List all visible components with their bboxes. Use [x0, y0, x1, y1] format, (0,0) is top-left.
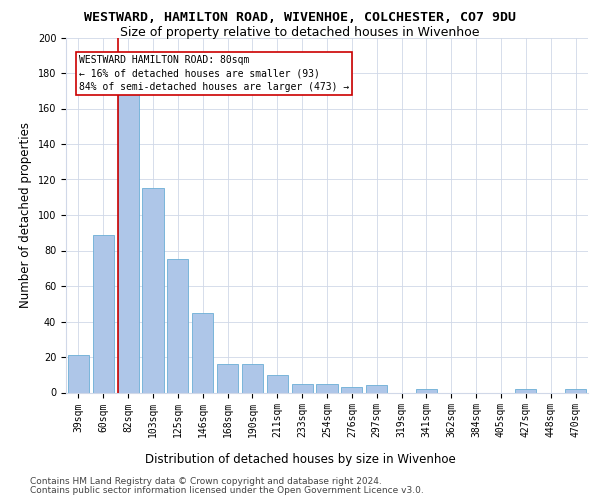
Bar	[366, 386, 387, 392]
Bar	[217, 364, 238, 392]
Bar	[416, 389, 437, 392]
Bar	[515, 389, 536, 392]
Text: WESTWARD, HAMILTON ROAD, WIVENHOE, COLCHESTER, CO7 9DU: WESTWARD, HAMILTON ROAD, WIVENHOE, COLCH…	[84, 11, 516, 24]
Bar	[341, 387, 362, 392]
Text: Size of property relative to detached houses in Wivenhoe: Size of property relative to detached ho…	[120, 26, 480, 39]
Bar	[565, 389, 586, 392]
Text: Contains HM Land Registry data © Crown copyright and database right 2024.: Contains HM Land Registry data © Crown c…	[30, 477, 382, 486]
Bar	[192, 312, 213, 392]
Bar	[267, 375, 288, 392]
Bar	[142, 188, 164, 392]
Y-axis label: Number of detached properties: Number of detached properties	[19, 122, 32, 308]
Bar	[93, 234, 114, 392]
Bar	[292, 384, 313, 392]
Bar	[316, 384, 338, 392]
Text: Contains public sector information licensed under the Open Government Licence v3: Contains public sector information licen…	[30, 486, 424, 495]
Bar	[242, 364, 263, 392]
Bar	[118, 94, 139, 393]
Bar	[68, 355, 89, 393]
Bar	[167, 260, 188, 392]
Text: Distribution of detached houses by size in Wivenhoe: Distribution of detached houses by size …	[145, 452, 455, 466]
Text: WESTWARD HAMILTON ROAD: 80sqm
← 16% of detached houses are smaller (93)
84% of s: WESTWARD HAMILTON ROAD: 80sqm ← 16% of d…	[79, 55, 349, 92]
